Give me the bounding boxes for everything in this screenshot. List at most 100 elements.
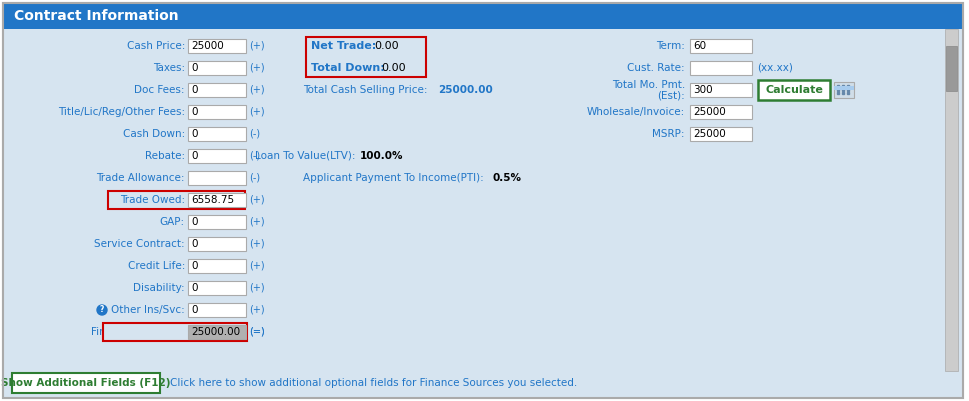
Bar bbox=[188, 61, 246, 75]
Bar bbox=[188, 39, 246, 53]
Text: (+): (+) bbox=[249, 261, 265, 271]
Bar bbox=[188, 105, 246, 119]
Text: Service Contract:: Service Contract: bbox=[94, 239, 185, 249]
Text: Credit Life:: Credit Life: bbox=[128, 261, 185, 271]
Bar bbox=[188, 325, 246, 339]
Bar bbox=[944, 29, 957, 371]
Text: 25000.00: 25000.00 bbox=[438, 85, 492, 95]
Bar bbox=[188, 83, 246, 97]
Text: Click here to show additional optional fields for Finance Sources you selected.: Click here to show additional optional f… bbox=[170, 378, 577, 388]
Bar bbox=[833, 82, 853, 98]
Text: Trade Allowance:: Trade Allowance: bbox=[96, 173, 185, 183]
Text: Applicant Payment To Income(PTI):: Applicant Payment To Income(PTI): bbox=[302, 173, 484, 183]
Bar bbox=[188, 237, 246, 251]
Text: Taxes:: Taxes: bbox=[153, 63, 185, 73]
Bar bbox=[188, 259, 246, 273]
Text: Doc Fees:: Doc Fees: bbox=[135, 85, 185, 95]
Bar bbox=[689, 83, 751, 97]
Text: Financed Amount:: Financed Amount: bbox=[90, 327, 185, 337]
Text: (+): (+) bbox=[249, 217, 265, 227]
Text: 100.0%: 100.0% bbox=[359, 151, 403, 161]
Bar bbox=[12, 373, 160, 393]
Bar bbox=[689, 39, 751, 53]
Bar bbox=[188, 171, 246, 185]
Text: MSRP:: MSRP: bbox=[652, 129, 684, 139]
Text: 25000: 25000 bbox=[692, 129, 725, 139]
Text: Calculate: Calculate bbox=[765, 85, 822, 95]
Text: 25000: 25000 bbox=[692, 107, 725, 117]
Bar bbox=[305, 37, 425, 77]
Text: Total Mo. Pmt.: Total Mo. Pmt. bbox=[611, 80, 684, 90]
Text: 0: 0 bbox=[191, 217, 198, 227]
Text: Title/Lic/Reg/Other Fees:: Title/Lic/Reg/Other Fees: bbox=[58, 107, 185, 117]
Text: Net Trade:: Net Trade: bbox=[311, 41, 376, 51]
Text: (xx.xx): (xx.xx) bbox=[756, 63, 792, 73]
Text: 0: 0 bbox=[191, 107, 198, 117]
Text: Trade Owed:: Trade Owed: bbox=[120, 195, 185, 205]
Text: 0: 0 bbox=[191, 261, 198, 271]
Text: (+): (+) bbox=[249, 239, 265, 249]
Text: Cust. Rate:: Cust. Rate: bbox=[627, 63, 684, 73]
Bar bbox=[188, 193, 246, 207]
Bar bbox=[188, 303, 246, 317]
Bar bbox=[3, 368, 962, 398]
Bar bbox=[188, 149, 246, 163]
Bar bbox=[188, 325, 246, 339]
Bar bbox=[689, 61, 751, 75]
Bar bbox=[188, 215, 246, 229]
Bar bbox=[689, 127, 751, 141]
Text: (+): (+) bbox=[249, 41, 265, 51]
Text: (-): (-) bbox=[249, 151, 260, 161]
Text: (+): (+) bbox=[249, 63, 265, 73]
Text: Other Ins/Svc:: Other Ins/Svc: bbox=[111, 305, 185, 315]
Text: 0: 0 bbox=[191, 305, 198, 315]
Text: 6558.75: 6558.75 bbox=[191, 195, 234, 205]
Text: 0.5%: 0.5% bbox=[492, 173, 521, 183]
Text: 25000.00: 25000.00 bbox=[191, 327, 240, 337]
Text: 0: 0 bbox=[191, 151, 198, 161]
Text: Loan To Value(LTV):: Loan To Value(LTV): bbox=[255, 151, 356, 161]
Bar bbox=[188, 127, 246, 141]
Text: Total Down:: Total Down: bbox=[311, 63, 385, 73]
Text: (+): (+) bbox=[249, 85, 265, 95]
Circle shape bbox=[97, 305, 107, 315]
Bar bbox=[188, 281, 246, 295]
Text: 0.00: 0.00 bbox=[381, 63, 405, 73]
Text: 25000.00: 25000.00 bbox=[191, 327, 240, 337]
Bar bbox=[757, 80, 829, 100]
Text: (+): (+) bbox=[249, 195, 265, 205]
Text: Total Cash Selling Price:: Total Cash Selling Price: bbox=[302, 85, 427, 95]
Text: (+): (+) bbox=[249, 305, 265, 315]
Bar bbox=[3, 29, 962, 371]
Text: GAP:: GAP: bbox=[160, 217, 185, 227]
Text: Cash Down:: Cash Down: bbox=[123, 129, 185, 139]
Bar bbox=[945, 46, 956, 91]
Bar bbox=[103, 323, 247, 341]
Text: 300: 300 bbox=[692, 85, 712, 95]
Text: (+): (+) bbox=[249, 283, 265, 293]
Text: 0: 0 bbox=[191, 85, 198, 95]
Text: (+): (+) bbox=[249, 107, 265, 117]
Bar bbox=[689, 105, 751, 119]
Text: ?: ? bbox=[100, 306, 104, 314]
Text: 0: 0 bbox=[191, 239, 198, 249]
Bar bbox=[3, 3, 962, 29]
Text: (=): (=) bbox=[249, 327, 265, 337]
Text: (=): (=) bbox=[249, 327, 265, 337]
Text: Contract Information: Contract Information bbox=[14, 9, 178, 23]
Text: Show Additional Fields (F12): Show Additional Fields (F12) bbox=[1, 378, 171, 388]
Text: Disability:: Disability: bbox=[133, 283, 185, 293]
Text: 0: 0 bbox=[191, 63, 198, 73]
Text: 0: 0 bbox=[191, 283, 198, 293]
Text: (-): (-) bbox=[249, 173, 260, 183]
Text: 0: 0 bbox=[191, 129, 198, 139]
Text: Term:: Term: bbox=[655, 41, 684, 51]
Text: 60: 60 bbox=[692, 41, 705, 51]
Text: Wholesale/Invoice:: Wholesale/Invoice: bbox=[586, 107, 684, 117]
Text: (-): (-) bbox=[249, 129, 260, 139]
Text: 0.00: 0.00 bbox=[374, 41, 398, 51]
Text: Rebate:: Rebate: bbox=[144, 151, 185, 161]
Text: Cash Price:: Cash Price: bbox=[127, 41, 185, 51]
Bar bbox=[833, 86, 853, 90]
Bar bbox=[108, 191, 245, 209]
